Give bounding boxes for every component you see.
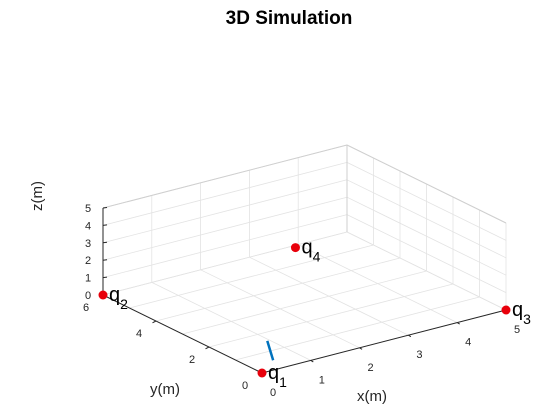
- z-tick-mark: [102, 259, 108, 261]
- grid-line-wall-yz-z: [346, 162, 507, 241]
- data-layer: q1 q2 q3 q4: [98, 237, 531, 390]
- grid-line-floor-y: [129, 244, 374, 309]
- y-tick-mark: [152, 320, 157, 324]
- z-tick-mark: [102, 276, 108, 279]
- z-tick-label: 5: [85, 203, 91, 215]
- grid-line-wall-xz-z: [102, 231, 348, 296]
- x-tick-mark: [310, 359, 314, 363]
- x-tick-label: 2: [368, 362, 374, 374]
- x-tick-mark: [456, 322, 460, 325]
- z-tick-mark: [102, 207, 108, 209]
- point-marker-q1: [257, 368, 267, 378]
- axis-layer: [102, 144, 507, 374]
- grid-line-floor-y: [235, 296, 480, 361]
- point-label-subscript: 3: [523, 311, 531, 327]
- grid-line-floor-y: [182, 270, 427, 335]
- point-marker-q2: [98, 290, 108, 300]
- grid-line-wall-yz-z: [346, 179, 507, 259]
- x-tick-label: 0: [270, 387, 276, 399]
- y-tick-label: 0: [242, 380, 248, 392]
- grid-line-wall-xz-z: [102, 179, 348, 244]
- z-tick-mark: [102, 224, 108, 226]
- grid-line-wall-yz-z: [346, 196, 507, 276]
- z-tick-label: 0: [85, 290, 91, 302]
- grid-line-floor-y: [155, 257, 401, 322]
- point-label-q1: q1: [268, 362, 287, 390]
- y-axis-line: [102, 294, 263, 374]
- y-tick-label: 2: [189, 354, 195, 366]
- grid-line-wall-xz-z: [102, 196, 348, 261]
- z-tick-label: 2: [85, 255, 91, 267]
- box-edge-back-top: [102, 144, 348, 209]
- x-tick-label: 4: [465, 337, 471, 349]
- point-marker-q3: [501, 305, 511, 315]
- x-axis-label: x(m): [357, 388, 387, 405]
- grid-line-floor-y: [208, 283, 454, 348]
- grid-line-wall-xz-z: [102, 214, 348, 278]
- y-tick-label: 6: [83, 302, 89, 314]
- grid-line-wall-yz-z: [346, 231, 507, 311]
- box-edge-right-top: [346, 144, 507, 224]
- x-tick-mark: [408, 334, 412, 338]
- grid-line-wall-yz-z: [346, 214, 507, 293]
- point-marker-q4: [290, 243, 300, 253]
- trajectory-segment: [266, 340, 275, 361]
- chart-title: 3D Simulation: [226, 8, 353, 29]
- z-axis-label: z(m): [29, 181, 46, 211]
- point-label-subscript: 2: [120, 296, 128, 312]
- point-label-q2: q2: [109, 284, 128, 312]
- x-tick-label: 5: [514, 324, 520, 336]
- z-tick-label: 3: [85, 238, 91, 250]
- x-tick-mark: [359, 347, 363, 350]
- z-tick-label: 1: [85, 273, 91, 285]
- x-axis-line: [261, 309, 507, 374]
- z-tick-label: 4: [85, 220, 91, 232]
- point-label-subscript: 1: [279, 374, 287, 390]
- point-label-subscript: 4: [313, 249, 321, 265]
- point-label-q4: q4: [301, 237, 320, 265]
- x-tick-label: 3: [416, 349, 422, 361]
- x-tick-label: 1: [319, 374, 325, 386]
- grid-layer: [102, 144, 507, 374]
- z-tick-mark: [102, 241, 108, 244]
- y-tick-label: 4: [136, 328, 142, 340]
- y-tick-mark: [205, 346, 210, 350]
- point-label-q3: q3: [512, 299, 531, 327]
- grid-line-wall-xz-z: [102, 162, 348, 226]
- y-axis-label: y(m): [150, 381, 180, 398]
